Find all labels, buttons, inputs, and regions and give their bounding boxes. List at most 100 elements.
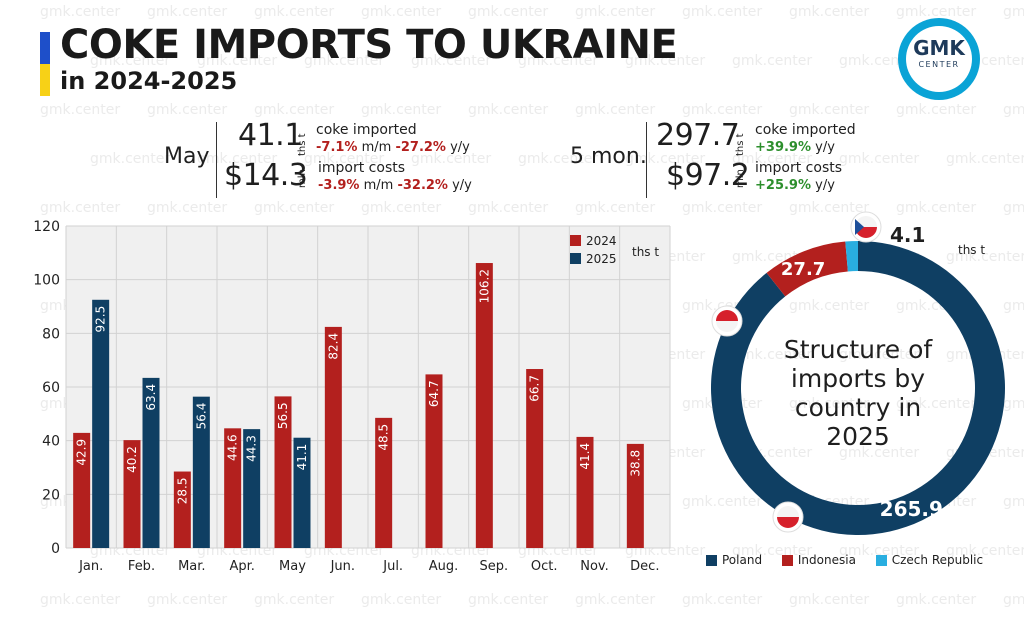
watermark-text: gmk.center	[682, 102, 762, 118]
watermark-text: gmk.center	[1003, 102, 1024, 118]
bar-2024-aug	[425, 374, 443, 548]
x-tick-label: Jul.	[382, 559, 403, 574]
bar-value-label: 66.7	[528, 375, 542, 402]
legend-swatch-2024	[570, 235, 581, 246]
bar-2024-jul	[375, 417, 393, 548]
kpi-5mon-cost-yy: +25.9%	[755, 178, 811, 193]
legend-item-poland: Poland	[706, 553, 762, 567]
watermark-text: gmk.center	[361, 4, 441, 20]
y-tick-label: 100	[33, 273, 60, 289]
watermark-text: gmk.center	[90, 151, 170, 167]
kpi-may-volume-yy-label: y/y	[450, 140, 470, 155]
kpi-5mon-volume-yy: +39.9%	[755, 140, 811, 155]
bar-2025-mar	[192, 396, 210, 548]
bar-value-label: 40.2	[125, 446, 139, 473]
x-tick-label: Aug.	[429, 559, 459, 574]
watermark-text: gmk.center	[682, 592, 762, 608]
kpi-5mon-cost-yy-label: y/y	[815, 178, 835, 193]
bar-2024-mar	[173, 471, 191, 548]
watermark-text: gmk.center	[147, 4, 227, 20]
kpi-5mon-period: 5 mon.	[570, 144, 647, 169]
kpi-5mon-volume-yy-label: y/y	[815, 140, 835, 155]
donut-unit-label: ths t	[958, 243, 986, 257]
legend-swatch-2025	[570, 253, 581, 264]
donut-center-title: Structure of imports by country in 2025	[783, 335, 933, 451]
legend-label-2024: 2024	[586, 234, 617, 248]
y-tick-label: 40	[42, 434, 60, 450]
country-structure-donut-chart: 265.9 27.7 4.1	[711, 211, 1005, 535]
donut-legend: Poland Indonesia Czech Republic	[706, 553, 999, 569]
watermark-text: gmk.center	[575, 592, 655, 608]
x-tick-label: Jan.	[78, 559, 103, 574]
x-tick-label: Apr.	[229, 559, 254, 574]
kpi-5mon-cost-label: import costs	[755, 160, 843, 176]
watermark-text: gmk.center	[575, 102, 655, 118]
bar-value-label: 56.5	[276, 402, 290, 429]
page-subtitle: in 2024-2025	[60, 67, 238, 95]
watermark-text: gmk.center	[254, 592, 334, 608]
bar-2024-oct	[526, 369, 544, 548]
bar-value-label: 41.1	[295, 444, 309, 471]
x-tick-label: Oct.	[531, 559, 558, 574]
bar-value-label: 92.5	[94, 306, 108, 333]
poland-flag-icon	[772, 501, 804, 533]
bar-2025-jan	[92, 299, 110, 548]
kpi-may-period: May	[164, 144, 210, 169]
bar-value-label: 44.3	[245, 435, 259, 462]
kpi-may-cost-label: import costs	[318, 160, 406, 176]
watermark-text: gmk.center	[40, 102, 120, 118]
legend-label-indonesia: Indonesia	[797, 553, 856, 567]
bar-2024-jun	[324, 326, 342, 548]
kpi-may-volume-mm-label: m/m	[361, 140, 392, 155]
x-tick-label: Nov.	[580, 559, 609, 574]
bar-value-label: 56.4	[194, 403, 208, 430]
bar-value-label: 48.5	[377, 424, 391, 451]
bar-value-label: 82.4	[326, 333, 340, 360]
legend-item-czech: Czech Republic	[875, 553, 983, 567]
y-tick-label: 20	[42, 487, 60, 503]
x-tick-label: Feb.	[128, 559, 155, 574]
legend-item-indonesia: Indonesia	[781, 553, 856, 567]
watermark-text: gmk.center	[789, 592, 869, 608]
legend-swatch-indonesia	[781, 554, 793, 566]
bar-value-label: 38.8	[628, 450, 642, 477]
kpi-5mon-volume: 297.7	[656, 118, 740, 153]
logo-sub-text: CENTER	[918, 60, 960, 69]
watermark-text: gmk.center	[40, 4, 120, 20]
indonesia-flag-icon	[711, 305, 743, 337]
legend-swatch-poland	[706, 554, 717, 566]
watermark-text: gmk.center	[946, 151, 1024, 167]
watermark-text: gmk.center	[789, 4, 869, 20]
legend-label-poland: Poland	[722, 553, 763, 567]
x-tick-label: Mar.	[178, 559, 205, 574]
bar-2024-may	[274, 396, 292, 548]
bar-2024-sep	[475, 263, 493, 548]
kpi-5mon-cost-unit: mln	[735, 169, 746, 188]
kpi-may-volume-unit: ths t	[297, 133, 308, 156]
kpi-may-volume-yy: -27.2%	[395, 140, 446, 155]
donut-slice-czech-republic	[845, 241, 858, 272]
watermark-text: gmk.center	[361, 102, 441, 118]
kpi-5mon-volume-unit: ths t	[735, 133, 746, 156]
x-tick-label: Sep.	[480, 559, 509, 574]
y-tick-label: 60	[42, 380, 60, 396]
watermark-text: gmk.center	[682, 4, 762, 20]
legend-swatch-czech	[875, 554, 887, 566]
kpi-5mon-divider	[646, 122, 647, 198]
kpi-may-cost-mm: -3.9%	[318, 178, 360, 193]
kpi-may-divider	[216, 122, 217, 198]
bar-value-label: 44.6	[226, 434, 240, 461]
bar-2025-apr	[243, 429, 261, 548]
donut-value-label: 27.7	[781, 259, 825, 280]
logo-main-text: GMK	[913, 36, 965, 60]
kpi-5mon-cost: $97.2	[666, 158, 750, 193]
watermark-text: gmk.center	[361, 592, 441, 608]
bar-value-label: 41.4	[578, 443, 592, 470]
bar-value-label: 42.9	[75, 439, 89, 466]
kpi-may-cost-mm-label: m/m	[363, 178, 394, 193]
watermark-text: gmk.center	[468, 102, 548, 118]
watermark-text: gmk.center	[732, 53, 812, 69]
watermark-text: gmk.center	[40, 592, 120, 608]
bar-2025-may	[293, 437, 311, 548]
kpi-5mon-volume-label: coke imported	[755, 122, 856, 138]
